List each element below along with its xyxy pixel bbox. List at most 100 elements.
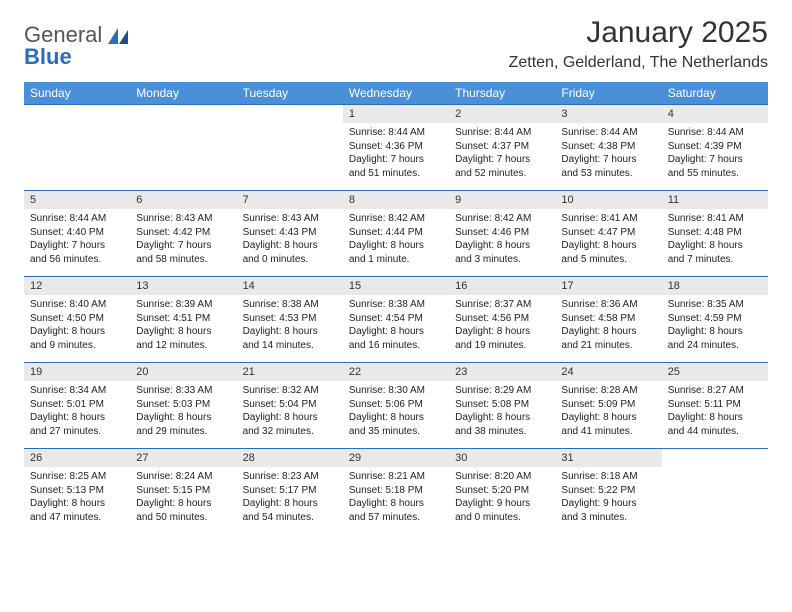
day-data-cell: Sunrise: 8:43 AMSunset: 4:42 PMDaylight:…	[130, 209, 236, 277]
sunrise-line: Sunrise: 8:38 AM	[243, 298, 337, 312]
sunrise-line: Sunrise: 8:32 AM	[243, 384, 337, 398]
day-number-cell: 5	[24, 191, 130, 210]
day-number-cell: 1	[343, 105, 449, 124]
daylight-line2: and 55 minutes.	[668, 167, 762, 181]
daylight-line1: Daylight: 8 hours	[349, 239, 443, 253]
month-title: January 2025	[509, 16, 768, 50]
sunrise-line: Sunrise: 8:44 AM	[455, 126, 549, 140]
daylight-line1: Daylight: 8 hours	[561, 325, 655, 339]
sunrise-line: Sunrise: 8:24 AM	[136, 470, 230, 484]
location-text: Zetten, Gelderland, The Netherlands	[509, 54, 768, 72]
sunrise-line: Sunrise: 8:44 AM	[561, 126, 655, 140]
day-data-cell: Sunrise: 8:34 AMSunset: 5:01 PMDaylight:…	[24, 381, 130, 449]
sunrise-line: Sunrise: 8:41 AM	[668, 212, 762, 226]
day-number-cell: 16	[449, 277, 555, 296]
daylight-line1: Daylight: 8 hours	[455, 325, 549, 339]
day-number-cell: 6	[130, 191, 236, 210]
sunrise-line: Sunrise: 8:38 AM	[349, 298, 443, 312]
sunset-line: Sunset: 5:01 PM	[30, 398, 124, 412]
day-data-cell: Sunrise: 8:44 AMSunset: 4:40 PMDaylight:…	[24, 209, 130, 277]
day-number-cell: 27	[130, 449, 236, 468]
daylight-line1: Daylight: 8 hours	[561, 239, 655, 253]
sunset-line: Sunset: 4:48 PM	[668, 226, 762, 240]
day-data-cell: Sunrise: 8:44 AMSunset: 4:39 PMDaylight:…	[662, 123, 768, 191]
title-block: January 2025 Zetten, Gelderland, The Net…	[509, 16, 768, 72]
sunrise-line: Sunrise: 8:36 AM	[561, 298, 655, 312]
daylight-line1: Daylight: 8 hours	[455, 239, 549, 253]
sunrise-line: Sunrise: 8:43 AM	[243, 212, 337, 226]
day-data-cell: Sunrise: 8:41 AMSunset: 4:48 PMDaylight:…	[662, 209, 768, 277]
daylight-line2: and 35 minutes.	[349, 425, 443, 439]
daylight-line1: Daylight: 9 hours	[455, 497, 549, 511]
sunset-line: Sunset: 5:04 PM	[243, 398, 337, 412]
sunrise-line: Sunrise: 8:42 AM	[349, 212, 443, 226]
day-number-cell: 29	[343, 449, 449, 468]
sunset-line: Sunset: 4:43 PM	[243, 226, 337, 240]
daylight-line1: Daylight: 8 hours	[30, 497, 124, 511]
brand-text: General Blue	[24, 22, 128, 70]
sunrise-line: Sunrise: 8:27 AM	[668, 384, 762, 398]
sunrise-line: Sunrise: 8:43 AM	[136, 212, 230, 226]
week-daynum-row: 567891011	[24, 191, 768, 210]
day-number-cell: 13	[130, 277, 236, 296]
daylight-line1: Daylight: 8 hours	[243, 325, 337, 339]
day-data-cell: Sunrise: 8:35 AMSunset: 4:59 PMDaylight:…	[662, 295, 768, 363]
daylight-line2: and 29 minutes.	[136, 425, 230, 439]
day-number-cell: 22	[343, 363, 449, 382]
brand-line2: Blue	[24, 44, 128, 70]
daylight-line2: and 56 minutes.	[30, 253, 124, 267]
sunset-line: Sunset: 4:37 PM	[455, 140, 549, 154]
daylight-line2: and 16 minutes.	[349, 339, 443, 353]
day-number-cell: 25	[662, 363, 768, 382]
daylight-line1: Daylight: 8 hours	[349, 325, 443, 339]
daylight-line2: and 32 minutes.	[243, 425, 337, 439]
week-daynum-row: 1234	[24, 105, 768, 124]
daylight-line1: Daylight: 8 hours	[136, 325, 230, 339]
sunrise-line: Sunrise: 8:44 AM	[668, 126, 762, 140]
sunset-line: Sunset: 5:13 PM	[30, 484, 124, 498]
day-data-cell: Sunrise: 8:41 AMSunset: 4:47 PMDaylight:…	[555, 209, 661, 277]
day-data-cell: Sunrise: 8:44 AMSunset: 4:38 PMDaylight:…	[555, 123, 661, 191]
day-number-cell: 31	[555, 449, 661, 468]
daylight-line1: Daylight: 7 hours	[136, 239, 230, 253]
day-header-row: Sunday Monday Tuesday Wednesday Thursday…	[24, 82, 768, 105]
day-number-cell: 9	[449, 191, 555, 210]
week-daynum-row: 12131415161718	[24, 277, 768, 296]
day-data-cell: Sunrise: 8:24 AMSunset: 5:15 PMDaylight:…	[130, 467, 236, 534]
week-data-row: Sunrise: 8:44 AMSunset: 4:40 PMDaylight:…	[24, 209, 768, 277]
daylight-line2: and 21 minutes.	[561, 339, 655, 353]
daylight-line2: and 24 minutes.	[668, 339, 762, 353]
daylight-line1: Daylight: 8 hours	[136, 497, 230, 511]
day-data-cell: Sunrise: 8:33 AMSunset: 5:03 PMDaylight:…	[130, 381, 236, 449]
daylight-line2: and 0 minutes.	[243, 253, 337, 267]
daylight-line2: and 38 minutes.	[455, 425, 549, 439]
day-number-cell: 4	[662, 105, 768, 124]
sunrise-line: Sunrise: 8:20 AM	[455, 470, 549, 484]
sunset-line: Sunset: 4:44 PM	[349, 226, 443, 240]
day-data-cell	[130, 123, 236, 191]
sunset-line: Sunset: 4:39 PM	[668, 140, 762, 154]
daylight-line2: and 52 minutes.	[455, 167, 549, 181]
daylight-line1: Daylight: 8 hours	[136, 411, 230, 425]
daylight-line1: Daylight: 7 hours	[668, 153, 762, 167]
sunset-line: Sunset: 4:50 PM	[30, 312, 124, 326]
daylight-line2: and 41 minutes.	[561, 425, 655, 439]
day-data-cell: Sunrise: 8:38 AMSunset: 4:53 PMDaylight:…	[237, 295, 343, 363]
sunset-line: Sunset: 4:38 PM	[561, 140, 655, 154]
daylight-line2: and 12 minutes.	[136, 339, 230, 353]
daylight-line2: and 0 minutes.	[455, 511, 549, 525]
day-number-cell: 28	[237, 449, 343, 468]
daylight-line2: and 51 minutes.	[349, 167, 443, 181]
week-data-row: Sunrise: 8:34 AMSunset: 5:01 PMDaylight:…	[24, 381, 768, 449]
sunset-line: Sunset: 4:40 PM	[30, 226, 124, 240]
day-number-cell: 19	[24, 363, 130, 382]
dayname-fri: Friday	[555, 82, 661, 105]
sunrise-line: Sunrise: 8:35 AM	[668, 298, 762, 312]
dayname-sat: Saturday	[662, 82, 768, 105]
sunrise-line: Sunrise: 8:18 AM	[561, 470, 655, 484]
day-data-cell: Sunrise: 8:29 AMSunset: 5:08 PMDaylight:…	[449, 381, 555, 449]
day-data-cell: Sunrise: 8:32 AMSunset: 5:04 PMDaylight:…	[237, 381, 343, 449]
day-data-cell: Sunrise: 8:44 AMSunset: 4:36 PMDaylight:…	[343, 123, 449, 191]
sunset-line: Sunset: 5:15 PM	[136, 484, 230, 498]
daylight-line1: Daylight: 9 hours	[561, 497, 655, 511]
